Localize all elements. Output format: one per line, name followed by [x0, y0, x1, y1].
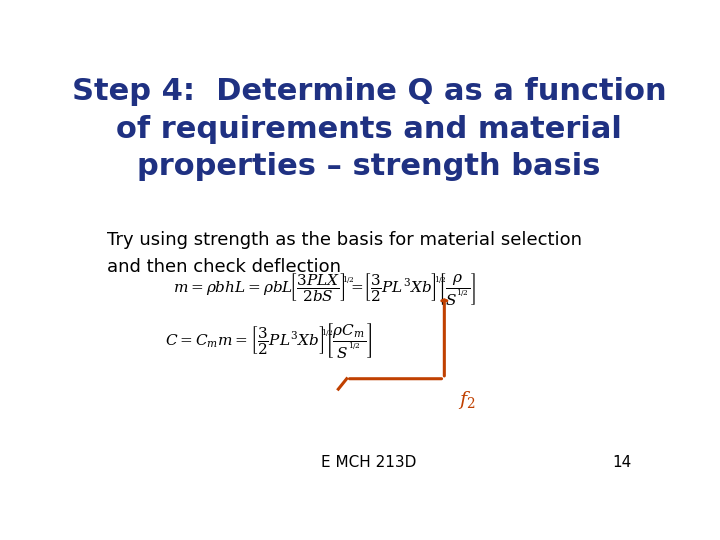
Text: E MCH 213D: E MCH 213D [321, 455, 417, 470]
Text: of requirements and material: of requirements and material [116, 114, 622, 144]
Text: Try using strength as the basis for material selection: Try using strength as the basis for mate… [107, 231, 582, 249]
Text: properties – strength basis: properties – strength basis [138, 152, 600, 181]
Text: 14: 14 [612, 455, 631, 470]
Text: $C = C_m m = \left[\dfrac{3}{2}PL^3Xb\right]^{\!\!{}^{1\!/2}}\!\!\!\left[\dfrac{: $C = C_m m = \left[\dfrac{3}{2}PL^3Xb\ri… [165, 321, 372, 360]
Text: Step 4:  Determine Q as a function: Step 4: Determine Q as a function [72, 77, 666, 106]
Text: $\mathit{f}_2$: $\mathit{f}_2$ [459, 389, 476, 411]
Text: and then check deflection: and then check deflection [107, 258, 341, 276]
Text: $m = \rho bhL = \rho bL\!\left[\dfrac{3PLX}{2bS}\right]^{\!\!{}^{1\!/2}}\!\!\! =: $m = \rho bhL = \rho bL\!\left[\dfrac{3P… [173, 271, 476, 307]
